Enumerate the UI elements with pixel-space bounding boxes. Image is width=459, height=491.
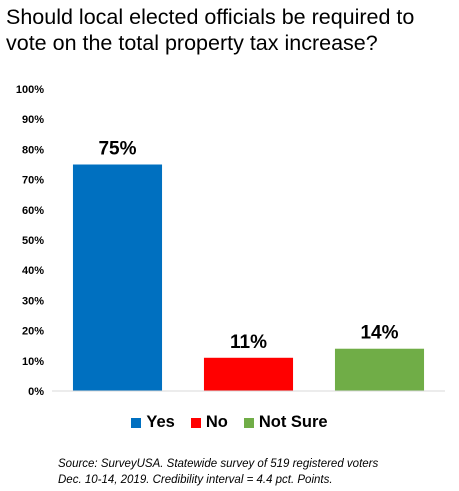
y-tick-label: 20%	[22, 326, 44, 338]
legend-label-not-sure: Not Sure	[258, 413, 328, 431]
legend: Yes No Not Sure	[0, 413, 459, 432]
data-label-yes: 75%	[98, 139, 136, 160]
source-note: Source: SurveyUSA. Statewide survey of 5…	[58, 456, 458, 488]
source-line-1: Source: SurveyUSA. Statewide survey of 5…	[58, 458, 379, 470]
y-axis-ticks: 0% 10% 20% 30% 40% 50% 60% 70% 80% 90% 100%	[16, 84, 44, 398]
legend-item-not-sure: Not Sure	[243, 413, 328, 432]
bar-chart: 0% 10% 20% 30% 40% 50% 60% 70% 80% 90% 100% 75% 11%…	[16, 84, 445, 398]
source-line-2: Dec. 10-14, 2019. Credibility interval =…	[58, 474, 333, 486]
y-tick-label: 10%	[22, 356, 44, 368]
legend-label-no: No	[205, 413, 228, 431]
chart-title: Should local elected officials be requir…	[6, 5, 415, 55]
y-tick-label: 30%	[22, 295, 44, 307]
y-tick-label: 70%	[22, 175, 44, 187]
legend-swatch-no	[190, 417, 201, 428]
legend-swatch-not-sure	[243, 417, 254, 428]
legend-item-no: No	[190, 413, 228, 432]
bar-no	[203, 357, 294, 391]
data-label-not-sure: 14%	[360, 323, 398, 344]
legend-swatch-yes	[131, 417, 142, 428]
y-tick-label: 0%	[28, 386, 44, 398]
legend-label-yes: Yes	[146, 413, 175, 431]
y-tick-label: 50%	[22, 235, 44, 247]
data-labels: 75% 11% 14%	[98, 139, 398, 353]
y-tick-label: 100%	[16, 84, 44, 96]
y-tick-label: 80%	[22, 144, 44, 156]
legend-item-yes: Yes	[131, 413, 175, 432]
y-tick-label: 90%	[22, 114, 44, 126]
bar-not-sure	[334, 348, 425, 391]
y-tick-label: 40%	[22, 265, 44, 277]
bars	[72, 164, 425, 391]
y-tick-label: 60%	[22, 205, 44, 217]
data-label-no: 11%	[230, 332, 267, 353]
bar-yes	[72, 164, 163, 391]
